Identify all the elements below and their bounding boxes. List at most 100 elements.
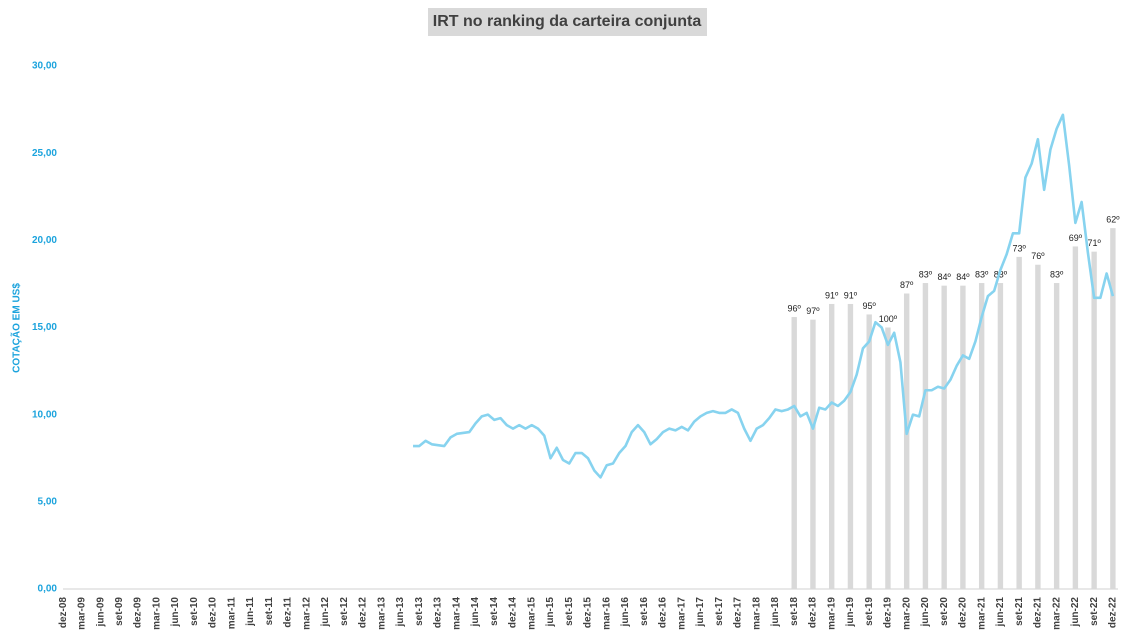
x-tick-label: dez-13 (433, 597, 444, 629)
x-tick-label: dez-17 (733, 597, 744, 629)
y-tick-label: 5,00 (38, 496, 58, 507)
bar-value-label: 87º (900, 280, 914, 290)
bar-value-label: 91º (825, 290, 839, 300)
bar (978, 283, 985, 589)
x-tick-label: dez-18 (808, 597, 819, 629)
bar (847, 303, 854, 589)
x-tick-label: set-18 (789, 597, 800, 626)
x-tick-label: mar-13 (376, 597, 387, 630)
x-tick-label: jun-22 (1070, 597, 1081, 628)
bar (1053, 283, 1060, 589)
price-line (413, 113, 1115, 479)
x-tick-label: dez-15 (583, 597, 594, 629)
x-tick-label: mar-22 (1051, 597, 1062, 630)
x-tick-label: jun-14 (470, 597, 481, 628)
bar-value-label: 91º (844, 290, 858, 300)
x-tick-label: jun-21 (995, 597, 1006, 628)
x-tick-label: set-11 (264, 597, 275, 626)
bar (997, 283, 1004, 589)
x-tick-label: mar-20 (901, 597, 912, 630)
x-tick-label: dez-19 (883, 597, 894, 629)
x-tick-label: jun-13 (395, 597, 406, 628)
x-tick-label: mar-09 (77, 597, 88, 630)
x-tick-label: set-16 (639, 597, 650, 626)
x-tick-label: jun-11 (245, 597, 256, 627)
x-tick-label: dez-16 (658, 597, 669, 629)
x-tick-label: set-21 (1014, 597, 1025, 626)
bar-value-label: 100º (879, 314, 898, 324)
y-tick-label: 30,00 (32, 61, 57, 72)
x-tick-label: mar-17 (676, 597, 687, 630)
y-tick-label: 10,00 (32, 409, 57, 420)
x-tick-label: mar-21 (976, 597, 987, 630)
y-tick-label: 15,00 (32, 322, 57, 333)
bar-value-label: 83º (994, 269, 1008, 279)
x-tick-label: mar-16 (601, 597, 612, 630)
bar (922, 283, 929, 589)
bar (810, 319, 816, 589)
x-tick-label: jun-17 (695, 597, 706, 628)
bar (941, 285, 947, 589)
bar-value-label: 62º (1106, 215, 1120, 225)
x-tick-label: mar-19 (826, 597, 837, 630)
bar-value-label: 84º (938, 272, 952, 282)
x-tick-label: set-15 (564, 597, 575, 626)
x-tick-label: jun-10 (170, 597, 181, 628)
x-tick-label: dez-08 (58, 597, 69, 629)
y-tick-label: 0,00 (38, 584, 58, 595)
x-tick-label: dez-22 (1108, 597, 1119, 629)
bar-value-label: 84º (956, 272, 970, 282)
x-tick-label: set-13 (414, 597, 425, 626)
x-tick-label: jun-19 (845, 597, 856, 628)
x-tick-label: mar-18 (751, 597, 762, 630)
x-tick-label: dez-11 (283, 597, 294, 628)
x-tick-label: set-20 (939, 597, 950, 626)
bar-value-label: 97º (806, 306, 820, 316)
bar-value-label: 95º (863, 301, 877, 311)
bar (1091, 251, 1097, 590)
bar (791, 317, 797, 589)
x-tick-label: dez-14 (508, 597, 519, 629)
x-tick-label: mar-15 (526, 597, 537, 630)
x-tick-label: jun-20 (920, 597, 931, 628)
title-box (428, 8, 707, 36)
x-tick-label: jun-18 (770, 597, 781, 628)
x-tick-label: mar-11 (226, 597, 237, 630)
x-tick-label: set-14 (489, 597, 500, 626)
y-tick-label: 25,00 (32, 148, 57, 159)
bar-value-label: 83º (919, 269, 933, 279)
bar-value-label: 83º (975, 269, 989, 279)
x-tick-label: dez-20 (958, 597, 969, 629)
y-tick-label: 20,00 (32, 235, 57, 246)
bar-value-label: 69º (1069, 233, 1083, 243)
x-tick-label: set-17 (714, 597, 725, 626)
x-tick-label: set-19 (864, 597, 875, 626)
bar-value-label: 96º (788, 303, 802, 313)
x-tick-label: dez-09 (133, 597, 144, 629)
x-tick-label: jun-16 (620, 597, 631, 628)
bar (828, 303, 835, 589)
x-tick-label: mar-10 (151, 597, 162, 630)
bar-value-label: 71º (1087, 238, 1101, 248)
bar (1035, 264, 1041, 589)
bar-value-label: 83º (1050, 269, 1064, 279)
x-tick-label: set-09 (114, 597, 125, 626)
bar-value-label: 73º (1012, 243, 1026, 253)
x-tick-label: set-22 (1089, 597, 1100, 626)
x-tick-label: dez-12 (358, 597, 369, 629)
bar (960, 285, 966, 589)
x-tick-label: jun-15 (545, 597, 556, 628)
chart-title: IRT no ranking da carteira conjunta (433, 13, 702, 30)
bar (903, 293, 910, 589)
x-tick-label: mar-12 (301, 597, 312, 630)
y-axis-title: COTAÇÃO EM US$ (10, 283, 23, 373)
x-tick-label: set-12 (339, 597, 350, 626)
x-tick-label: dez-21 (1033, 597, 1044, 629)
bar (1110, 228, 1116, 589)
bar (866, 314, 872, 589)
x-tick-label: mar-14 (451, 597, 462, 630)
x-tick-label: set-10 (189, 597, 200, 626)
bar (1072, 246, 1079, 589)
